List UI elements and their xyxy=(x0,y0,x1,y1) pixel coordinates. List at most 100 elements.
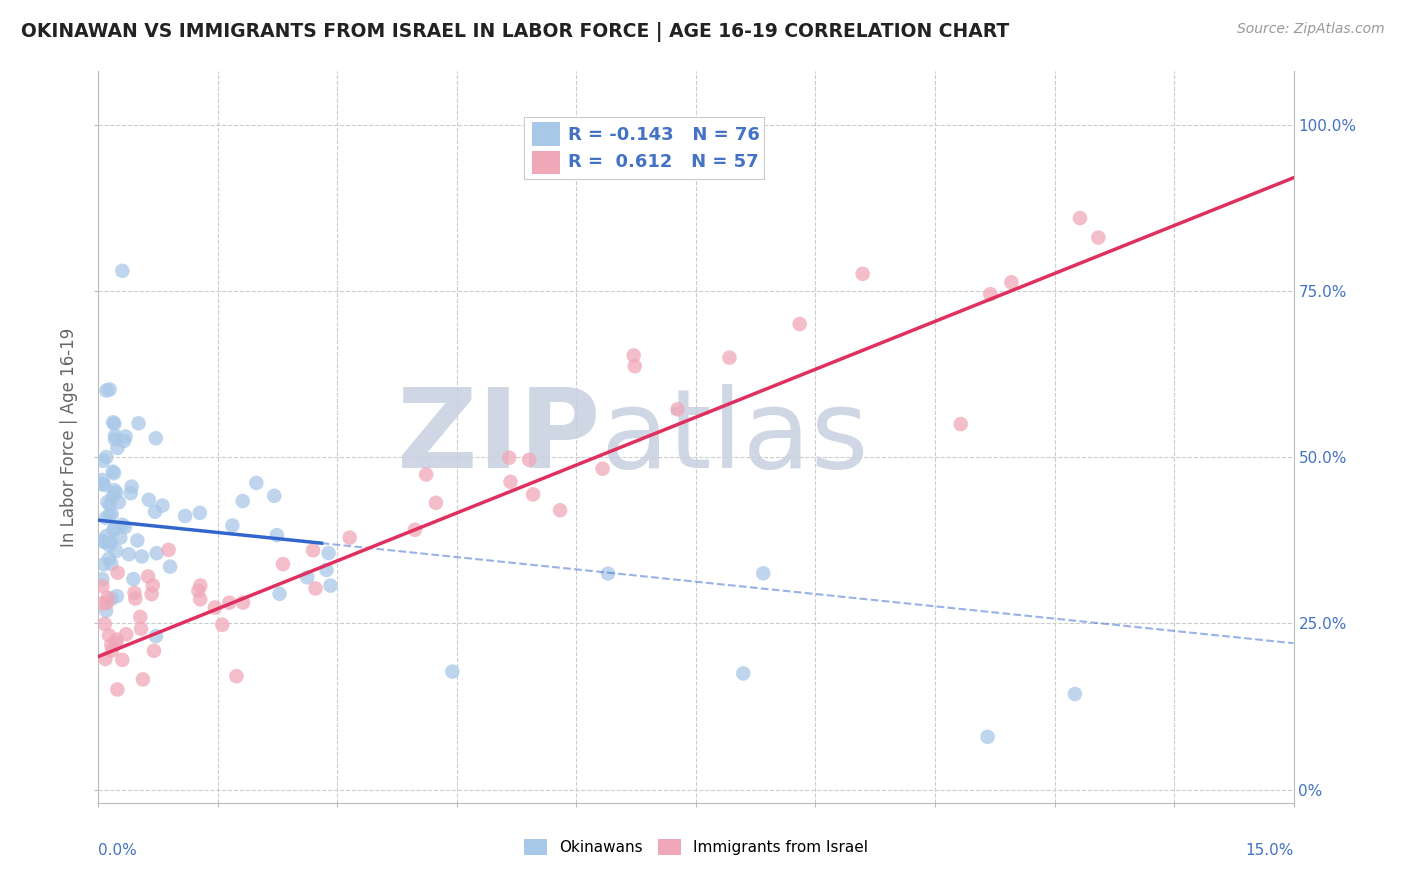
Point xyxy=(319,579,342,593)
Point xyxy=(94,652,117,666)
Point xyxy=(143,505,166,519)
Point xyxy=(114,429,136,443)
Legend: Okinawans, Immigrants from Israel: Okinawans, Immigrants from Israel xyxy=(517,833,875,861)
Point xyxy=(187,583,209,598)
Point xyxy=(114,520,136,534)
Point xyxy=(318,546,340,560)
Point xyxy=(225,669,247,683)
Point xyxy=(104,636,127,650)
Text: atlas: atlas xyxy=(600,384,869,491)
Point xyxy=(596,566,619,581)
Point xyxy=(404,523,426,537)
Point xyxy=(91,473,114,487)
Point xyxy=(107,441,129,455)
Text: 15.0%: 15.0% xyxy=(1246,843,1294,858)
Point xyxy=(1087,230,1109,244)
Point xyxy=(498,450,520,465)
Point xyxy=(592,461,614,475)
Point xyxy=(104,428,127,442)
Point xyxy=(1069,211,1091,225)
Point xyxy=(98,538,121,552)
Point xyxy=(98,383,121,397)
Point xyxy=(188,506,211,520)
Point xyxy=(124,591,146,606)
Point xyxy=(157,542,180,557)
Point xyxy=(425,496,447,510)
Point xyxy=(96,384,118,398)
Point xyxy=(136,569,159,583)
Point xyxy=(623,359,645,374)
Point xyxy=(132,673,155,687)
Point xyxy=(441,665,464,679)
Point xyxy=(111,653,134,667)
Point xyxy=(96,450,118,464)
Point xyxy=(733,666,755,681)
Point xyxy=(96,596,118,610)
Bar xyxy=(531,151,561,174)
Point xyxy=(101,643,124,657)
Point xyxy=(103,417,125,431)
Point xyxy=(91,596,114,610)
Point xyxy=(211,617,233,632)
Point xyxy=(141,587,163,601)
Point xyxy=(979,287,1001,301)
Point xyxy=(98,498,121,512)
Point xyxy=(104,432,127,446)
Point xyxy=(97,591,120,605)
Point xyxy=(91,476,114,491)
Point xyxy=(271,557,294,571)
Text: OKINAWAN VS IMMIGRANTS FROM ISRAEL IN LABOR FORCE | AGE 16-19 CORRELATION CHART: OKINAWAN VS IMMIGRANTS FROM ISRAEL IN LA… xyxy=(21,22,1010,42)
Point xyxy=(103,483,125,498)
Point xyxy=(105,632,128,647)
Point xyxy=(93,478,115,492)
Point xyxy=(110,531,132,545)
Point xyxy=(118,547,141,561)
Point xyxy=(103,466,125,480)
Point xyxy=(98,508,121,523)
Point xyxy=(159,559,181,574)
Point xyxy=(93,535,115,549)
Point xyxy=(93,558,115,572)
Point xyxy=(266,528,288,542)
Point xyxy=(204,600,226,615)
Point xyxy=(100,557,122,571)
Point xyxy=(302,543,325,558)
Point xyxy=(522,487,544,501)
Text: R = -0.143   N = 76: R = -0.143 N = 76 xyxy=(568,126,759,144)
Text: 0.0%: 0.0% xyxy=(98,843,138,858)
Point xyxy=(101,415,124,429)
Point xyxy=(100,638,122,652)
Point xyxy=(129,622,152,636)
Text: R =  0.612   N = 57: R = 0.612 N = 57 xyxy=(568,153,758,171)
Point xyxy=(105,589,128,603)
Point xyxy=(91,572,114,586)
Text: Source: ZipAtlas.com: Source: ZipAtlas.com xyxy=(1237,22,1385,37)
Point xyxy=(752,566,775,581)
Point xyxy=(91,454,114,468)
Point xyxy=(499,475,522,489)
Y-axis label: In Labor Force | Age 16-19: In Labor Force | Age 16-19 xyxy=(60,327,79,547)
Point xyxy=(112,434,135,448)
Point xyxy=(297,570,319,584)
Point xyxy=(188,578,211,592)
Point xyxy=(105,544,128,558)
Point xyxy=(103,523,125,537)
Point xyxy=(100,535,122,549)
Bar xyxy=(531,122,561,145)
Point xyxy=(94,616,117,631)
Point xyxy=(129,610,152,624)
Point xyxy=(174,508,197,523)
Point xyxy=(101,489,124,503)
Point xyxy=(96,495,118,509)
Point xyxy=(152,499,174,513)
Point xyxy=(218,596,240,610)
Point xyxy=(245,475,267,490)
Point xyxy=(304,582,326,596)
Point xyxy=(122,572,145,586)
Point xyxy=(718,351,741,365)
Point xyxy=(263,489,285,503)
Point xyxy=(269,587,291,601)
Point xyxy=(94,604,117,618)
Point xyxy=(852,267,875,281)
Point xyxy=(115,627,138,641)
